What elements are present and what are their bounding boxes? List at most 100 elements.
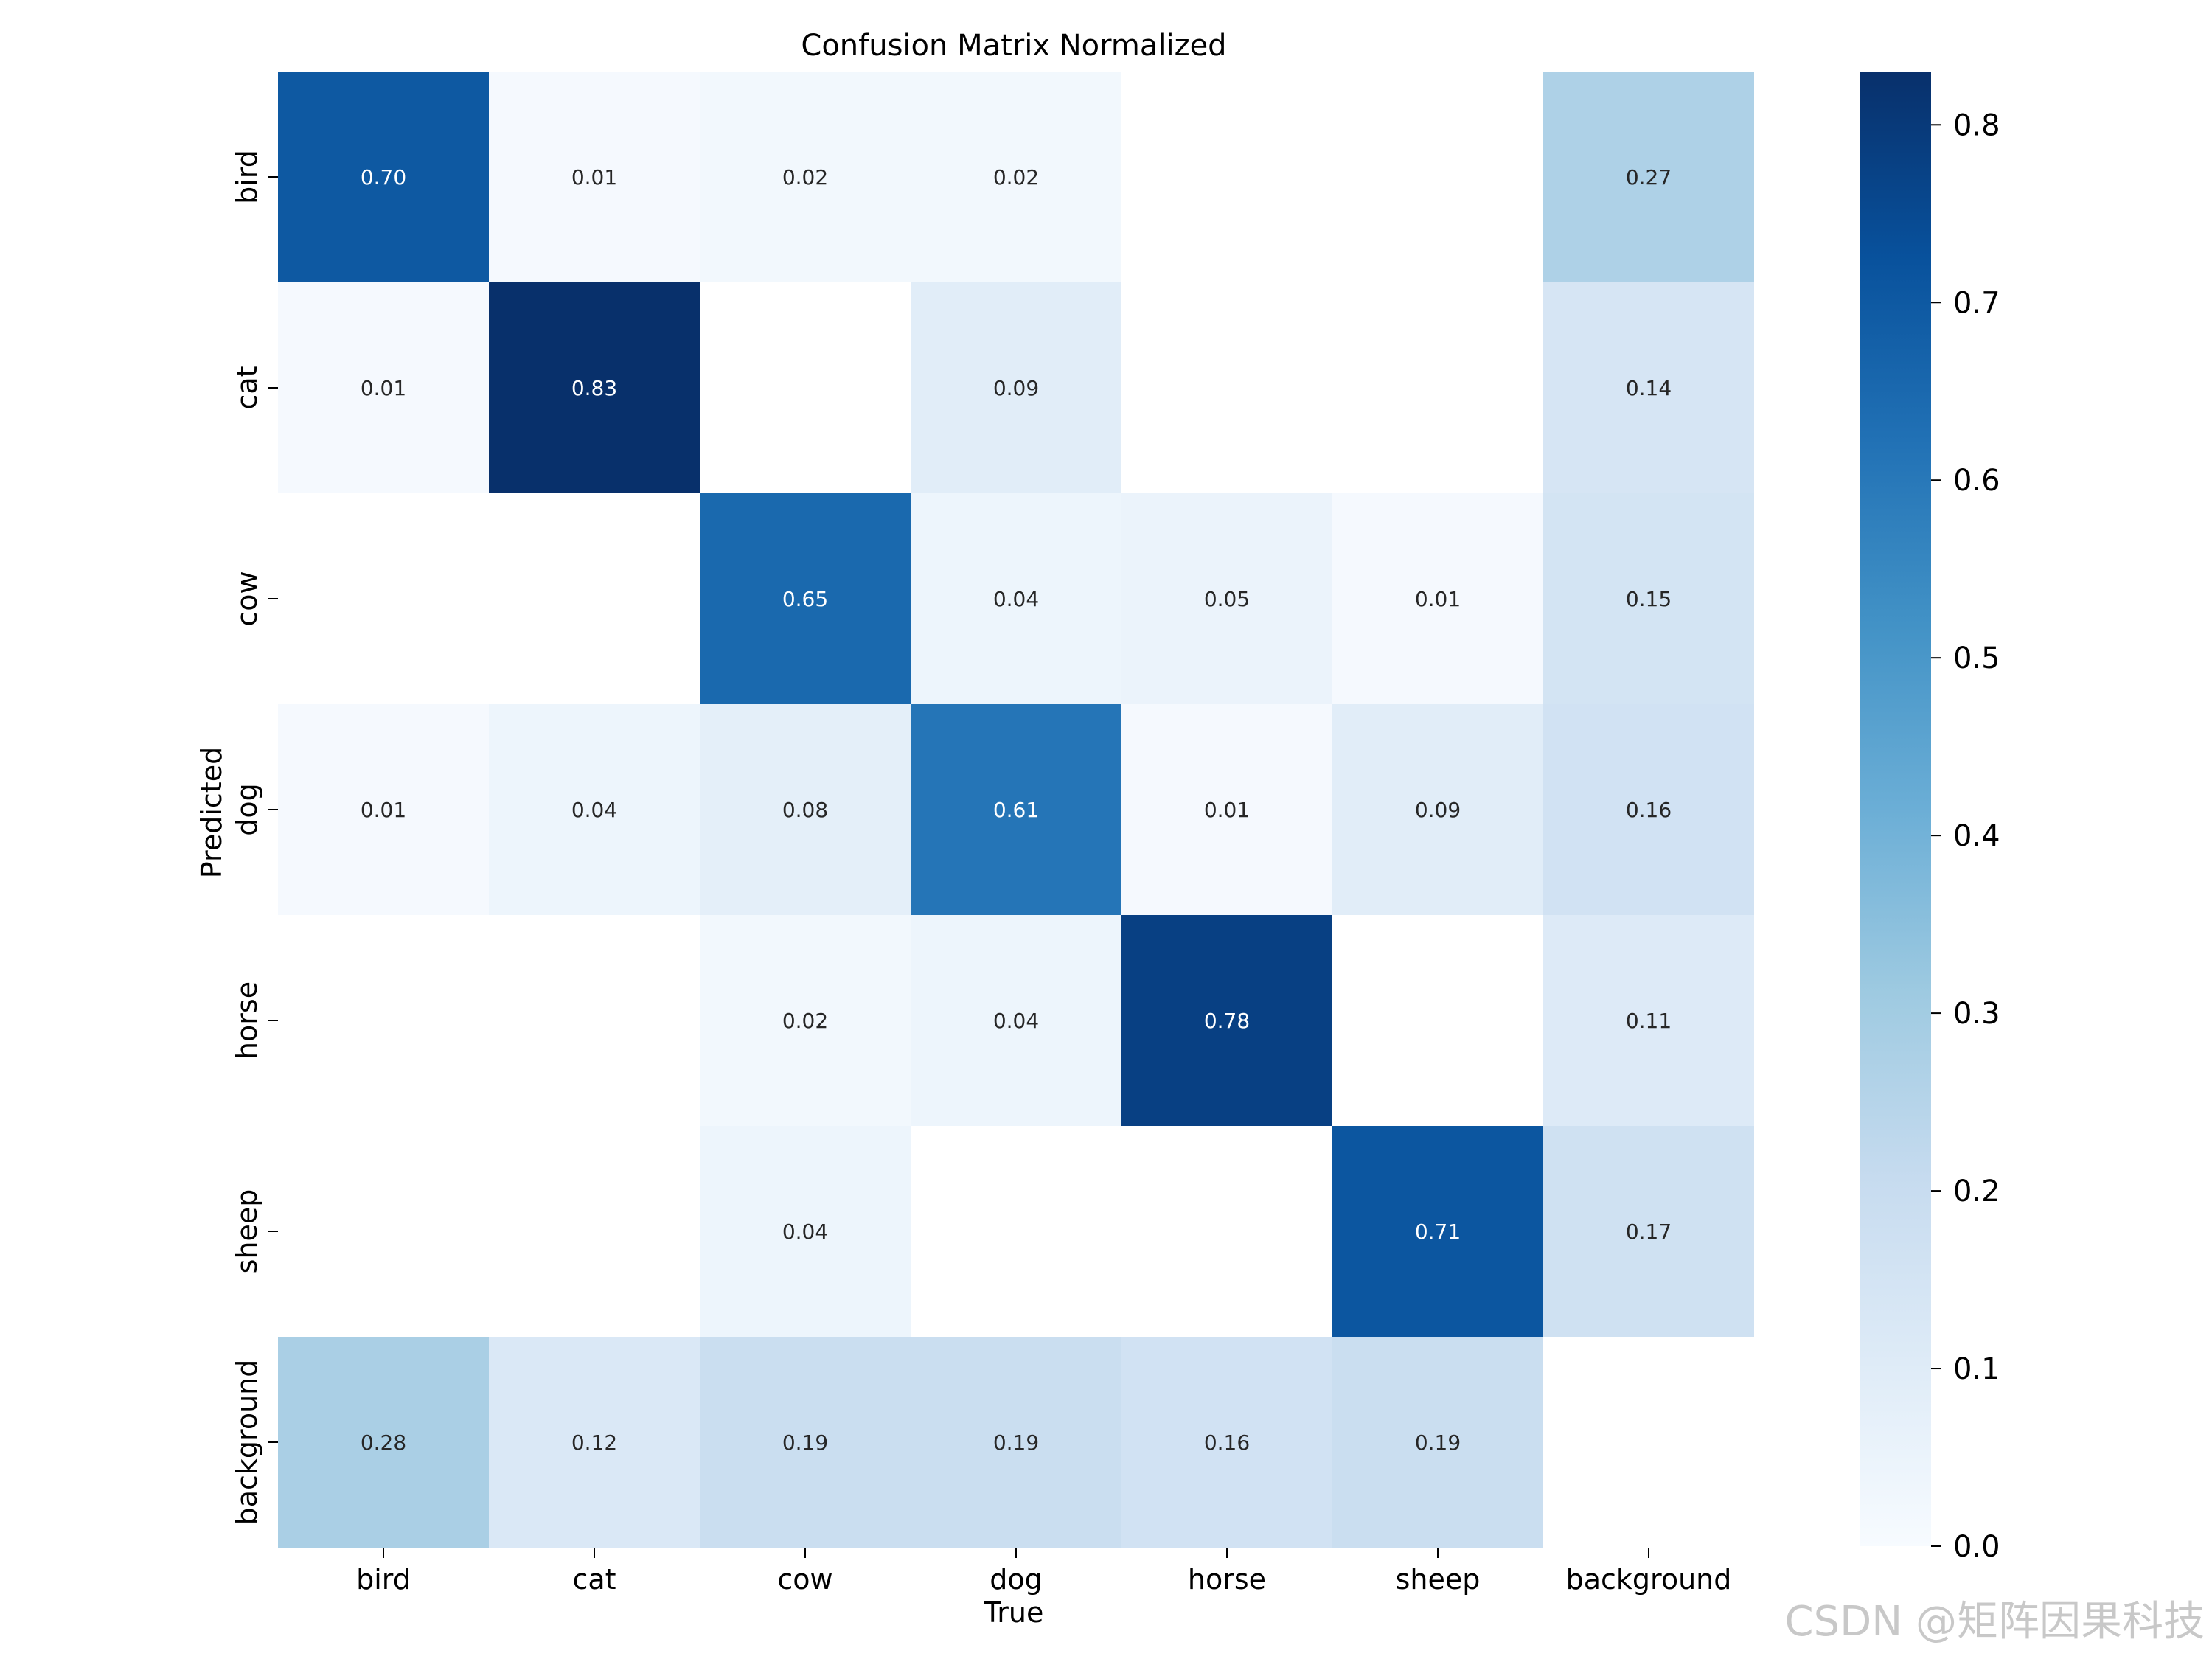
colorbar-ticks: 0.0 0.1 0.2 0.3 0.4 0.5 0.6 0.7 0.8 <box>1931 108 2000 1564</box>
y-tick-label-background: background <box>231 1360 263 1526</box>
cell-bird-cow <box>700 72 911 282</box>
cell-value-label: 0.02 <box>782 165 828 189</box>
cell-value-label: 0.71 <box>1415 1220 1461 1244</box>
cell-value-label: 0.01 <box>361 376 406 400</box>
y-tick-label-cat: cat <box>231 366 263 409</box>
cell-dog-cow <box>700 704 911 915</box>
chart-title: Confusion Matrix Normalized <box>801 29 1226 63</box>
cell-value-label: 0.65 <box>782 587 828 611</box>
cell-sheep-cow <box>700 1126 911 1337</box>
colorbar-tick-label: 0.3 <box>1953 997 2000 1031</box>
cell-dog-dog <box>911 704 1121 915</box>
cell-dog-cat <box>489 704 700 915</box>
cell-value-label: 0.01 <box>1415 587 1461 611</box>
cell-cow-sheep <box>1332 493 1543 704</box>
x-tick-label-horse: horse <box>1188 1563 1266 1596</box>
cell-value-label: 0.70 <box>361 165 406 189</box>
colorbar-tick-label: 0.1 <box>1953 1352 2000 1386</box>
heatmap-cells <box>278 72 1754 1548</box>
x-tick-label-background: background <box>1566 1563 1732 1596</box>
cell-cat-background <box>1543 282 1754 493</box>
cell-background-horse <box>1121 1337 1332 1548</box>
cell-dog-sheep <box>1332 704 1543 915</box>
y-tick-label-bird: bird <box>231 150 263 204</box>
cell-value-label: 0.01 <box>571 165 617 189</box>
cell-value-label: 0.83 <box>571 376 617 400</box>
cell-value-label: 0.02 <box>782 1009 828 1033</box>
y-tick-label-sheep: sheep <box>231 1189 263 1274</box>
y-tick-label-horse: horse <box>231 981 263 1060</box>
cell-value-label: 0.12 <box>571 1430 617 1455</box>
y-axis-label: Predicted <box>195 747 228 878</box>
colorbar-tick-label: 0.4 <box>1953 819 2000 853</box>
cell-value-label: 0.16 <box>1204 1430 1250 1455</box>
cell-cow-background <box>1543 493 1754 704</box>
cell-value-label: 0.27 <box>1626 165 1672 189</box>
cell-background-cat <box>489 1337 700 1548</box>
cell-horse-dog <box>911 915 1121 1126</box>
cell-horse-horse <box>1121 915 1332 1126</box>
cell-value-label: 0.04 <box>782 1220 828 1244</box>
watermark: CSDN @矩阵因果科技 <box>1785 1598 2205 1646</box>
cell-cat-cat <box>489 282 700 493</box>
x-axis-ticks: bird cat cow dog horse sheep background <box>356 1548 1731 1596</box>
cell-value-label: 0.28 <box>361 1430 406 1455</box>
cell-value-label: 0.01 <box>1204 798 1250 822</box>
cell-cow-cow <box>700 493 911 704</box>
heatmap-cell-labels: 0.70 0.01 0.02 0.02 0.27 0.01 0.83 0.09 0.14 0.65… <box>361 165 1672 1455</box>
cell-value-label: 0.02 <box>993 165 1039 189</box>
cell-value-label: 0.16 <box>1626 798 1672 822</box>
colorbar-tick-label: 0.0 <box>1953 1530 2000 1564</box>
colorbar-tick-label: 0.8 <box>1953 108 2000 142</box>
cell-value-label: 0.09 <box>1415 798 1461 822</box>
cell-sheep-background <box>1543 1126 1754 1337</box>
cell-dog-background <box>1543 704 1754 915</box>
cell-value-label: 0.09 <box>993 376 1039 400</box>
colorbar-tick-label: 0.5 <box>1953 641 2000 675</box>
cell-value-label: 0.19 <box>993 1430 1039 1455</box>
cell-value-label: 0.04 <box>571 798 617 822</box>
x-tick-label-sheep: sheep <box>1396 1563 1481 1596</box>
cell-value-label: 0.15 <box>1626 587 1672 611</box>
colorbar-tick-label: 0.7 <box>1953 286 2000 320</box>
x-tick-label-cow: cow <box>777 1563 832 1596</box>
colorbar <box>1860 72 1931 1546</box>
cell-background-sheep <box>1332 1337 1543 1548</box>
cell-cat-dog <box>911 282 1121 493</box>
cell-background-dog <box>911 1337 1121 1548</box>
cell-value-label: 0.08 <box>782 798 828 822</box>
cell-value-label: 0.04 <box>993 1009 1039 1033</box>
cell-dog-horse <box>1121 704 1332 915</box>
cell-cat-bird <box>278 282 489 493</box>
cell-value-label: 0.78 <box>1204 1009 1250 1033</box>
colorbar-tick-label: 0.6 <box>1953 464 2000 498</box>
cell-horse-background <box>1543 915 1754 1126</box>
cell-background-bird <box>278 1337 489 1548</box>
colorbar-tick-label: 0.2 <box>1953 1175 2000 1208</box>
cell-background-cow <box>700 1337 911 1548</box>
cell-bird-bird <box>278 72 489 282</box>
cell-bird-cat <box>489 72 700 282</box>
cell-value-label: 0.14 <box>1626 376 1672 400</box>
cell-value-label: 0.17 <box>1626 1220 1672 1244</box>
x-tick-label-bird: bird <box>356 1563 411 1596</box>
y-tick-label-cow: cow <box>231 571 263 626</box>
y-axis-ticks: bird cat cow dog horse sheep background <box>231 150 278 1525</box>
cell-value-label: 0.61 <box>993 798 1039 822</box>
cell-dog-bird <box>278 704 489 915</box>
cell-bird-background <box>1543 72 1754 282</box>
cell-value-label: 0.01 <box>361 798 406 822</box>
cell-cow-dog <box>911 493 1121 704</box>
x-tick-label-dog: dog <box>990 1563 1043 1596</box>
x-tick-label-cat: cat <box>572 1563 616 1596</box>
cell-horse-cow <box>700 915 911 1126</box>
cell-bird-dog <box>911 72 1121 282</box>
cell-value-label: 0.05 <box>1204 587 1250 611</box>
cell-cow-horse <box>1121 493 1332 704</box>
cell-value-label: 0.04 <box>993 587 1039 611</box>
y-tick-label-dog: dog <box>231 783 263 836</box>
cell-value-label: 0.19 <box>782 1430 828 1455</box>
cell-sheep-sheep <box>1332 1126 1543 1337</box>
cell-value-label: 0.19 <box>1415 1430 1461 1455</box>
